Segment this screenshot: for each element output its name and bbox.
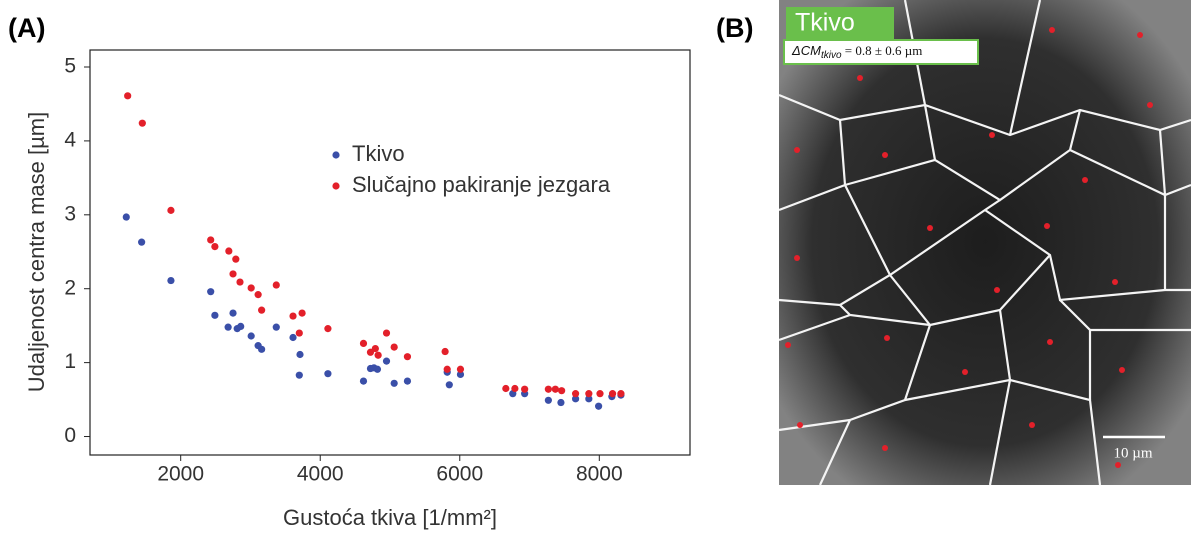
y-tick-label: 0 [64,424,76,447]
micrograph: Tkivo ΔCMtkivo = 0.8 ± 0.6 µm 10 µm [779,0,1191,485]
point [442,348,449,355]
point [446,381,453,388]
scale-bar-label: 10 µm [1113,445,1152,461]
point [558,387,565,394]
point [585,390,592,397]
point [572,390,579,397]
point [375,352,382,359]
y-tick-label: 2 [64,276,76,299]
point [255,291,262,298]
point [138,239,145,246]
point [225,247,232,254]
point [360,377,367,384]
image-tag: Tkivo [795,9,855,37]
point [167,277,174,284]
y-tick-label: 4 [64,128,76,151]
point [229,310,236,317]
legend-marker [332,151,339,158]
x-tick-label: 4000 [297,463,344,486]
point [124,92,131,99]
point [225,324,232,331]
point [123,213,130,220]
point [552,386,559,393]
point [383,329,390,336]
point [211,243,218,250]
legend-label: Slučajno pakiranje jezgara [352,172,611,197]
point [258,307,265,314]
panel-label: (A) [8,13,45,43]
point [374,366,381,373]
point [404,377,411,384]
point [372,345,379,352]
point [236,278,243,285]
point [557,399,564,406]
point [248,332,255,339]
annotation-main: ΔCM [791,43,821,58]
point [258,346,265,353]
point [167,207,174,214]
point [595,403,602,410]
point [391,343,398,350]
point [324,370,331,377]
point [383,358,390,365]
point [207,236,214,243]
point [545,386,552,393]
point [296,351,303,358]
point [232,256,239,263]
x-axis-label: Gustoća tkiva [1/mm²] [283,505,497,530]
figure: (A) (B) Gustoća tkiva [1/mm²] Udaljenost… [0,0,1191,533]
point [596,390,603,397]
point [511,385,518,392]
point [457,366,464,373]
x-tick-label: 8000 [576,463,623,486]
point [248,284,255,291]
point [444,366,451,373]
point [211,312,218,319]
point [404,353,411,360]
y-tick-label: 3 [64,202,76,225]
point [324,325,331,332]
point [289,334,296,341]
x-tick-label: 6000 [436,463,483,486]
y-tick-label: 5 [64,55,76,78]
point [296,372,303,379]
panel-label: (B) [716,13,753,43]
legend-label: Tkivo [352,141,405,166]
point [273,324,280,331]
point [237,323,244,330]
point [289,312,296,319]
point [617,390,624,397]
point [296,329,303,336]
y-tick-label: 1 [64,350,76,373]
point [609,390,616,397]
annotation-rest: = 0.8 ± 0.6 µm [842,43,923,58]
point [360,340,367,347]
point [139,120,146,127]
x-tick-label: 2000 [157,463,204,486]
annotation-sub: tkivo [821,50,842,61]
point [502,385,509,392]
point [229,270,236,277]
point [273,281,280,288]
point [298,310,305,317]
point [391,380,398,387]
point [521,386,528,393]
y-axis-label: Udaljenost centra mase [µm] [24,112,49,392]
point [545,397,552,404]
legend-marker [332,182,339,189]
point [207,288,214,295]
